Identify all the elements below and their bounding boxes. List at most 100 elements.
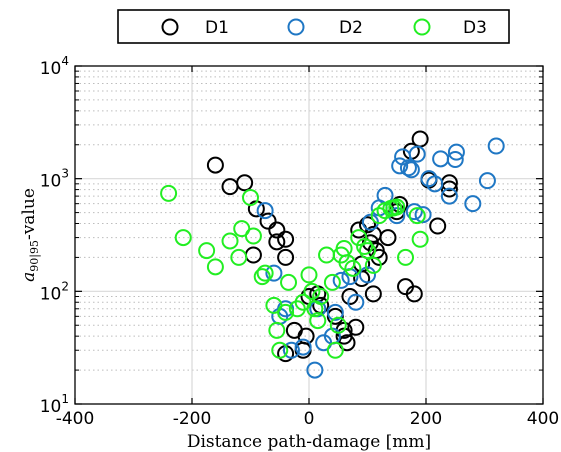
y-tick-label: 101 [40,392,69,417]
y-tick-label-base: 10 [40,172,62,192]
y-axis-title: a90|95-value [19,188,42,282]
data-point-d3 [411,230,429,248]
data-point-d3 [344,259,362,277]
data-point-d2 [414,206,432,224]
data-point-d3 [206,258,224,276]
data-point-d1 [277,248,295,266]
data-point-d3 [309,312,327,330]
data-point-d1 [359,216,376,234]
y-tick-label-base: 10 [40,397,62,417]
data-point-d2 [402,161,420,179]
legend: D1 D2 D3 [117,9,510,44]
data-point-d2 [332,271,350,289]
data-point-d3 [160,184,178,202]
data-point-d3 [271,341,289,359]
x-tick-label: -200 [173,409,212,429]
y-tick-label-base: 10 [40,59,62,79]
data-point-d2 [487,137,505,155]
data-point-d3 [350,229,368,247]
data-point-d3 [256,264,274,282]
data-point-d1 [379,229,397,247]
y-tick-label-exponent: 4 [61,54,69,68]
data-point-d3 [356,237,374,255]
y-tick-label-exponent: 2 [61,279,69,293]
data-point-d1 [440,180,458,198]
data-point-d2 [282,341,300,359]
data-point-d2 [446,150,464,168]
data-point-d1 [268,233,286,251]
legend-marker-d3 [413,18,431,36]
data-point-d2 [326,303,344,321]
legend-label-d1: D1 [205,18,229,38]
x-tick-label: 0 [304,409,315,429]
legend-marker-d2 [287,18,305,36]
data-point-d3 [329,316,347,334]
y-tick-label-exponent: 3 [61,167,69,181]
data-point-d3 [268,321,286,339]
data-point-d3 [370,207,388,225]
data-point-d2 [359,266,376,284]
data-point-d3 [303,282,321,300]
data-point-d2 [391,157,409,175]
x-axis-title: Distance path-damage [mm] [187,432,431,452]
data-point-d3 [359,242,376,260]
data-point-d3 [277,303,295,321]
data-point-d1 [206,156,224,174]
data-point-d1 [268,221,286,239]
data-point-d1 [341,287,359,305]
data-point-d2 [447,143,465,161]
data-point-d3 [408,207,426,225]
data-point-d3 [385,199,403,217]
data-point-d2 [256,202,274,220]
data-point-d3 [312,287,330,305]
data-point-d2 [478,172,496,190]
y-tick-label: 102 [40,279,69,304]
data-point-d3 [230,248,248,266]
y-tick-label-base: 10 [40,284,62,304]
data-point-d1 [429,217,447,235]
data-point-d1 [347,318,365,336]
axis-ticks [74,65,544,405]
data-point-d1 [236,174,254,192]
data-point-d2 [420,170,438,188]
y-axis-title-main: a [19,272,39,282]
data-point-d3 [198,242,216,260]
data-point-d3 [397,248,415,266]
legend-label-d3: D3 [463,18,487,38]
data-point-d3 [280,273,298,291]
x-tick-labels: -400 -200 0 200 400 [56,409,560,429]
major-grid [75,66,543,404]
data-point-d3 [323,273,341,291]
data-point-d2 [347,293,365,311]
data-point-d2 [399,159,417,177]
data-point-d1 [259,212,277,230]
legend-box [117,9,510,44]
data-points [160,130,505,379]
y-axis-title-suffix: -value [19,188,39,240]
data-point-d3 [174,229,192,247]
data-point-d2 [405,203,423,221]
data-point-d3 [242,189,259,207]
data-point-d3 [221,232,239,250]
data-point-d2 [464,195,482,213]
data-point-d1 [364,285,382,303]
data-point-d2 [408,145,426,163]
data-point-d3 [300,266,318,284]
y-tick-label: 103 [40,167,69,192]
data-point-d3 [244,227,262,245]
x-tick-label: -400 [56,409,95,429]
data-point-d3 [253,268,271,286]
legend-marker-d1 [161,18,179,36]
data-point-d2 [265,264,283,282]
data-point-d2 [440,187,458,205]
data-point-d2 [306,361,324,379]
data-point-d3 [338,254,356,272]
y-tick-label: 104 [40,54,69,79]
y-axis-title-sub: 90|95 [28,240,42,272]
data-point-d3 [326,341,344,359]
data-point-d2 [294,338,312,356]
legend-label-d2: D2 [339,18,363,38]
x-tick-label: 400 [527,409,559,429]
